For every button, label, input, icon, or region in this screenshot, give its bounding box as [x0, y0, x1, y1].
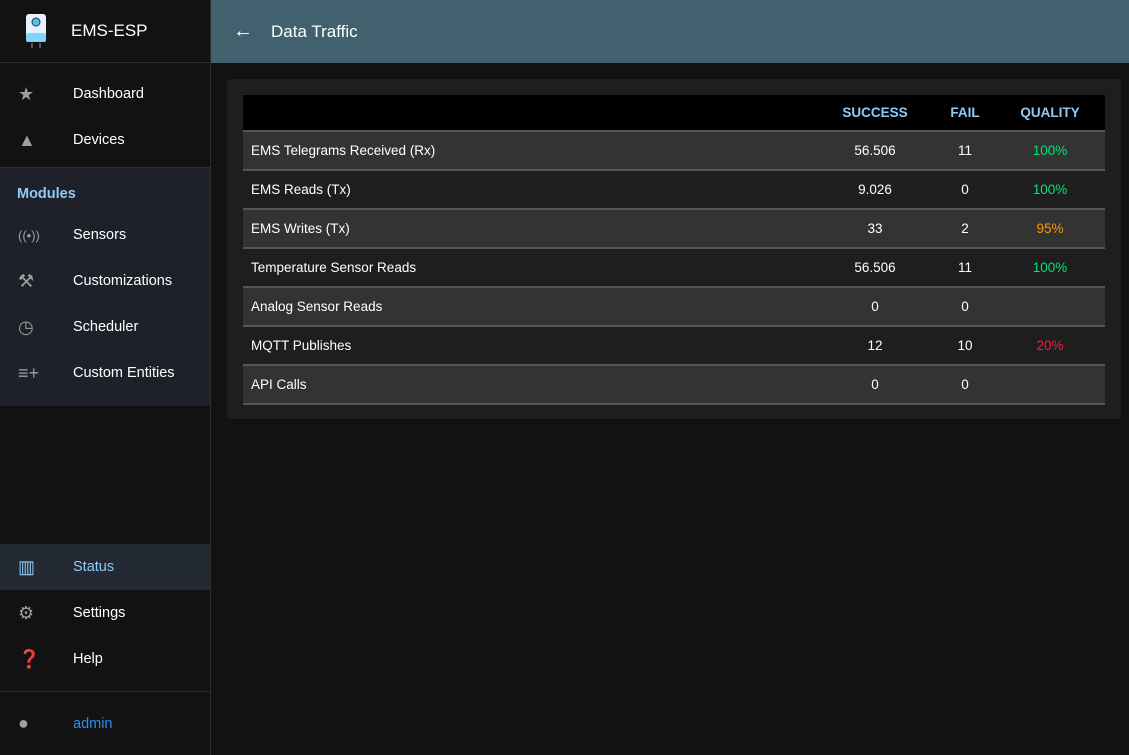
table-row: API Calls 0 0: [243, 365, 1105, 405]
cell-quality: 20%: [995, 326, 1105, 366]
cell-fail: 11: [935, 131, 995, 171]
sidebar-item-sensors[interactable]: ((•)) Sensors: [0, 212, 210, 258]
app-name: EMS-ESP: [71, 21, 148, 40]
sidebar-item-scheduler[interactable]: ◷ Scheduler: [0, 304, 210, 350]
cell-success: 12: [815, 326, 935, 366]
back-arrow-icon[interactable]: ←: [233, 20, 253, 42]
table-row: MQTT Publishes 12 10 20%: [243, 326, 1105, 366]
cell-name: Analog Sensor Reads: [243, 287, 815, 327]
star-icon: ★: [18, 83, 35, 104]
boiler-logo-icon: [26, 14, 46, 48]
header-success: SUCCESS: [815, 95, 935, 132]
table-row: EMS Telegrams Received (Rx) 56.506 11 100%: [243, 131, 1105, 171]
table-row: EMS Reads (Tx) 9.026 0 100%: [243, 170, 1105, 210]
cell-fail: 0: [935, 365, 995, 405]
cell-success: 56.506: [815, 248, 935, 288]
cell-success: 33: [815, 209, 935, 249]
sidebar: EMS-ESP ★ Dashboard ▲ Devices Modules ((•)…: [0, 0, 211, 755]
sidebar-item-dashboard[interactable]: ★ Dashboard: [0, 71, 210, 117]
header-name: [243, 95, 815, 132]
cell-name: MQTT Publishes: [243, 326, 815, 366]
cell-name: EMS Writes (Tx): [243, 209, 815, 249]
help-icon: ❓: [18, 648, 41, 669]
cell-quality: 100%: [995, 248, 1105, 288]
sidebar-item-devices[interactable]: ▲ Devices: [0, 117, 210, 163]
cell-fail: 10: [935, 326, 995, 366]
cell-name: API Calls: [243, 365, 815, 405]
sidebar-item-status[interactable]: ▥ Status: [0, 544, 210, 590]
page-title: Data Traffic: [271, 21, 358, 41]
cell-fail: 11: [935, 248, 995, 288]
sidebar-item-custom-entities[interactable]: ≡+ Custom Entities: [0, 350, 210, 396]
playlist-add-icon: ≡+: [18, 362, 40, 383]
cell-quality: 100%: [995, 131, 1105, 171]
traffic-card: SUCCESS FAIL QUALITY EMS Telegrams Recei…: [227, 79, 1121, 419]
modules-section: Modules ((•)) Sensors ⚒ Customizations ◷ Sc…: [0, 167, 210, 406]
user-menu[interactable]: ● admin: [0, 691, 210, 755]
cell-name: Temperature Sensor Reads: [243, 248, 815, 288]
build-icon: ⚒: [18, 270, 35, 291]
cell-success: 0: [815, 287, 935, 327]
cell-success: 0: [815, 365, 935, 405]
cell-fail: 0: [935, 287, 995, 327]
app-bar: ← Data Traffic: [211, 0, 1129, 63]
cell-fail: 0: [935, 170, 995, 210]
header-fail: FAIL: [935, 95, 995, 132]
cell-name: EMS Reads (Tx): [243, 170, 815, 210]
gear-icon: ⚙: [18, 602, 35, 623]
cell-quality: [995, 287, 1105, 327]
assessment-icon: ▥: [18, 556, 36, 577]
cell-success: 56.506: [815, 131, 935, 171]
brand: EMS-ESP: [0, 0, 210, 63]
category-icon: ▲: [18, 129, 36, 150]
header-quality: QUALITY: [995, 95, 1105, 132]
table-row: EMS Writes (Tx) 33 2 95%: [243, 209, 1105, 249]
sidebar-item-customizations[interactable]: ⚒ Customizations: [0, 258, 210, 304]
table-row: Temperature Sensor Reads 56.506 11 100%: [243, 248, 1105, 288]
cell-name: EMS Telegrams Received (Rx): [243, 131, 815, 171]
cell-quality: 95%: [995, 209, 1105, 249]
cell-fail: 2: [935, 209, 995, 249]
table-row: Analog Sensor Reads 0 0: [243, 287, 1105, 327]
cell-quality: [995, 365, 1105, 405]
sidebar-item-settings[interactable]: ⚙ Settings: [0, 590, 210, 636]
cell-success: 9.026: [815, 170, 935, 210]
more-time-icon: ◷: [18, 316, 34, 337]
cell-quality: 100%: [995, 170, 1105, 210]
traffic-table: SUCCESS FAIL QUALITY EMS Telegrams Recei…: [243, 95, 1105, 405]
modules-heading: Modules: [17, 186, 76, 202]
sensors-icon: ((•)): [18, 227, 40, 243]
account-circle-icon: ●: [18, 713, 29, 733]
sidebar-item-help[interactable]: ❓ Help: [0, 636, 210, 682]
